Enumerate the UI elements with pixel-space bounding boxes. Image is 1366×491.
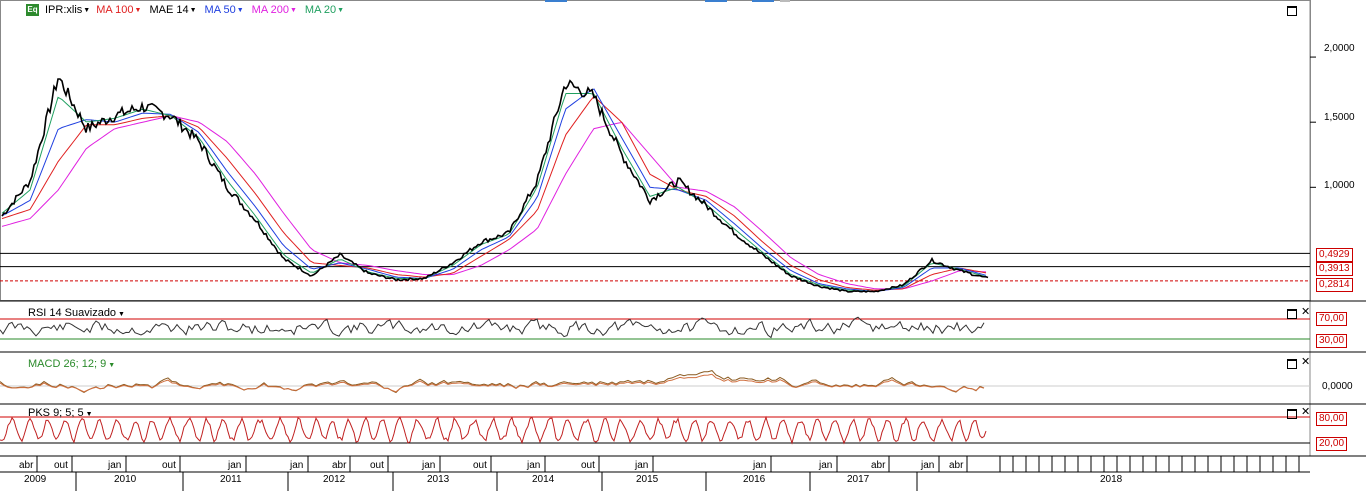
legend-item-label: MA 200 <box>251 4 289 16</box>
month-label: out <box>54 460 68 471</box>
top-marker <box>545 0 567 2</box>
pks-level-tag: 20,00 <box>1316 437 1348 451</box>
month-label: jan <box>290 460 304 471</box>
series-line <box>1 78 989 293</box>
month-label: jan <box>753 460 767 471</box>
year-label: 2018 <box>1100 474 1123 485</box>
chart-legend: Eq IPR:xlis ▼ MA 100 ▼ MAE 14 ▼ MA 50 ▼ MA 200 ▼… <box>26 4 344 16</box>
year-label: 2015 <box>636 474 659 485</box>
level-tag: 0,4929 <box>1316 248 1353 262</box>
month-label: jan <box>635 460 649 471</box>
legend-symbol[interactable]: IPR:xlis ▼ <box>45 4 90 16</box>
series-line <box>1 88 987 292</box>
legend-item[interactable]: MA 50 ▼ <box>205 4 244 16</box>
month-label: out <box>581 460 595 471</box>
maximize-icon[interactable] <box>1287 359 1297 372</box>
macd-zero-label: 0,0000 <box>1322 381 1353 392</box>
top-marker <box>780 0 790 2</box>
dropdown-caret-icon[interactable]: ▼ <box>337 6 345 14</box>
rsi-label[interactable]: RSI 14 Suavizado ▼ <box>28 307 125 319</box>
equity-badge-icon: Eq <box>26 4 39 16</box>
year-label: 2009 <box>24 474 47 485</box>
year-label: 2013 <box>427 474 450 485</box>
legend-item-label: MAE 14 <box>149 4 189 16</box>
y-tick-label: 2,0000 <box>1324 43 1355 54</box>
pks-label[interactable]: PKS 9; 5; 5 ▼ <box>28 407 93 419</box>
series-line <box>1 93 987 292</box>
year-label: 2014 <box>532 474 555 485</box>
level-tag: 0,3913 <box>1316 262 1353 276</box>
level-tag: 0,2814 <box>1316 278 1353 292</box>
dropdown-caret-icon[interactable]: ▼ <box>289 6 297 14</box>
month-label: jan <box>108 460 122 471</box>
series-line <box>1 115 987 290</box>
maximize-icon[interactable] <box>1287 6 1297 19</box>
rsi-level-tag: 70,00 <box>1316 312 1348 326</box>
dropdown-caret-icon[interactable]: ▼ <box>134 6 142 14</box>
month-label: jan <box>921 460 935 471</box>
month-label: abr <box>871 460 886 471</box>
legend-item-label: MA 20 <box>304 4 337 16</box>
month-label: jan <box>422 460 436 471</box>
rsi-line <box>0 316 985 339</box>
top-marker <box>705 0 727 2</box>
close-icon[interactable]: ✕ <box>1301 406 1311 418</box>
y-tick-label: 1,5000 <box>1324 112 1355 123</box>
series-line <box>1 95 987 291</box>
dropdown-caret-icon[interactable]: ▼ <box>189 6 197 14</box>
year-label: 2012 <box>323 474 346 485</box>
month-label: abr <box>19 460 34 471</box>
pks-level-tag: 80,00 <box>1316 412 1348 426</box>
legend-symbol-label: IPR:xlis <box>45 4 83 16</box>
legend-item[interactable]: MA 100 ▼ <box>96 4 141 16</box>
macd-label[interactable]: MACD 26; 12; 9 ▼ <box>28 358 116 370</box>
legend-item[interactable]: MAE 14 ▼ <box>149 4 196 16</box>
month-label: out <box>473 460 487 471</box>
month-label: out <box>370 460 384 471</box>
year-label: 2010 <box>114 474 137 485</box>
top-marker <box>752 0 774 2</box>
month-label: jan <box>819 460 833 471</box>
close-icon[interactable]: ✕ <box>1301 306 1311 318</box>
month-label: abr <box>332 460 347 471</box>
legend-item-label: MA 100 <box>96 4 134 16</box>
macd-line <box>0 370 985 394</box>
dropdown-caret-icon[interactable]: ▼ <box>236 6 244 14</box>
legend-item[interactable]: MA 20 ▼ <box>305 4 344 16</box>
month-label: abr <box>949 460 964 471</box>
year-label: 2016 <box>743 474 766 485</box>
rsi-level-tag: 30,00 <box>1316 334 1348 348</box>
legend-item-label: MA 50 <box>204 4 236 16</box>
year-label: 2017 <box>847 474 870 485</box>
maximize-icon[interactable] <box>1287 309 1297 322</box>
price-pane-frame <box>0 0 1311 301</box>
macd-signal-line <box>0 373 985 393</box>
dropdown-caret-icon[interactable]: ▼ <box>83 6 91 14</box>
pks-line <box>0 415 987 445</box>
maximize-icon[interactable] <box>1287 409 1297 422</box>
close-icon[interactable]: ✕ <box>1301 356 1311 368</box>
month-label: jan <box>527 460 541 471</box>
year-label: 2011 <box>220 474 242 485</box>
month-label: jan <box>228 460 242 471</box>
month-label: out <box>162 460 176 471</box>
legend-item[interactable]: MA 200 ▼ <box>252 4 297 16</box>
y-tick-label: 1,0000 <box>1324 180 1355 191</box>
